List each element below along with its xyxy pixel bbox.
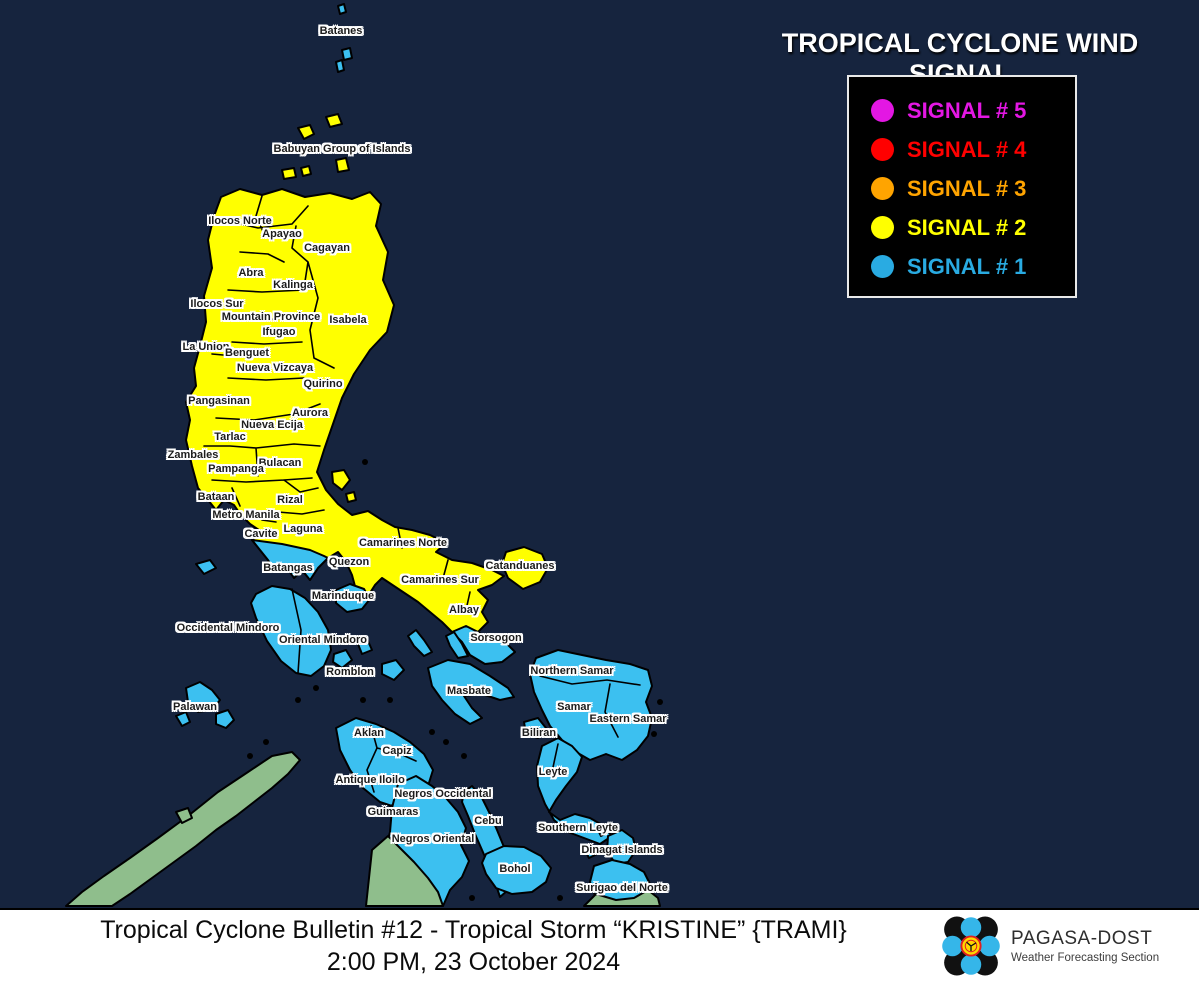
agency-section: Weather Forecasting Section — [1011, 951, 1160, 964]
agency-text: PAGASA-DOST Weather Forecasting Section — [1011, 928, 1159, 964]
signal-color-dot — [871, 99, 894, 122]
region-babuyan-islands — [281, 113, 350, 180]
pagasa-dost-logo — [942, 916, 1000, 975]
region-palawan — [65, 681, 301, 907]
region-polillo — [331, 469, 357, 503]
legend-item: SIGNAL # 4 — [871, 130, 1075, 169]
border-mindoro — [291, 588, 302, 674]
region-lubang — [195, 559, 217, 575]
region-mindoro — [250, 585, 332, 677]
sea-islets — [247, 459, 663, 901]
region-batangas — [251, 539, 329, 581]
region-batanes — [335, 3, 353, 73]
signal-label: SIGNAL # 2 — [907, 214, 1027, 240]
region-catanduanes — [501, 546, 549, 590]
legend-list: SIGNAL # 5 SIGNAL # 4 SIGNAL # 3 SIGNAL # 2… — [849, 77, 1075, 286]
region-sorsogon — [451, 625, 516, 665]
signal-color-dot — [871, 255, 894, 278]
agency-block: PAGASA-DOST Weather Forecasting Section — [939, 914, 1199, 978]
region-surigao — [583, 845, 661, 907]
region-biliran — [523, 717, 547, 739]
signal-label: SIGNAL # 3 — [907, 175, 1027, 201]
region-negros-south — [365, 835, 444, 907]
border-samar — [539, 675, 641, 738]
bulletin-footer: Tropical Cyclone Bulletin #12 - Tropical… — [0, 908, 1199, 981]
region-romblon — [332, 640, 405, 681]
region-leyte — [536, 737, 613, 845]
signal-color-dot — [871, 138, 894, 161]
signal-color-dot — [871, 216, 894, 239]
bulletin-text: Tropical Cyclone Bulletin #12 - Tropical… — [0, 914, 939, 978]
province-borders-luzon — [203, 195, 471, 611]
signal-label: SIGNAL # 5 — [907, 97, 1027, 123]
region-dinagat — [596, 823, 637, 865]
signal-label: SIGNAL # 4 — [907, 136, 1027, 162]
region-masbate — [407, 629, 515, 725]
signal-color-dot — [871, 177, 894, 200]
signal-label: SIGNAL # 1 — [907, 253, 1027, 279]
region-marinduque — [335, 583, 371, 613]
agency-name: PAGASA-DOST — [1011, 927, 1153, 949]
bulletin-datetime: 2:00 PM, 23 October 2024 — [326, 947, 621, 976]
region-bohol — [481, 845, 552, 895]
legend-item: SIGNAL # 5 — [871, 91, 1075, 130]
legend-item: SIGNAL # 1 — [871, 247, 1075, 286]
border-leyte — [551, 743, 559, 773]
legend-item: SIGNAL # 2 — [871, 208, 1075, 247]
border-panay — [366, 725, 417, 793]
bulletin-title: Tropical Cyclone Bulletin #12 - Tropical… — [100, 915, 847, 944]
legend-item: SIGNAL # 3 — [871, 169, 1075, 208]
region-samar — [529, 649, 653, 761]
wind-signal-legend: SIGNAL # 5 SIGNAL # 4 SIGNAL # 3 SIGNAL # 2… — [847, 75, 1077, 298]
